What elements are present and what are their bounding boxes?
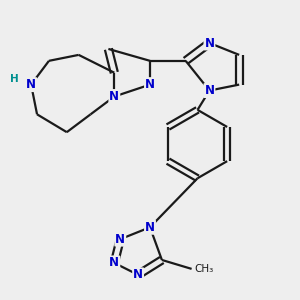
Text: N: N bbox=[109, 90, 119, 103]
Text: N: N bbox=[26, 78, 36, 91]
Text: H: H bbox=[11, 74, 19, 84]
Text: N: N bbox=[115, 233, 125, 246]
Text: N: N bbox=[204, 37, 214, 50]
Text: N: N bbox=[145, 78, 155, 91]
Text: N: N bbox=[204, 84, 214, 97]
Text: N: N bbox=[133, 268, 143, 281]
Text: N: N bbox=[109, 256, 119, 269]
Text: N: N bbox=[145, 221, 155, 234]
Text: CH₃: CH₃ bbox=[195, 264, 214, 274]
